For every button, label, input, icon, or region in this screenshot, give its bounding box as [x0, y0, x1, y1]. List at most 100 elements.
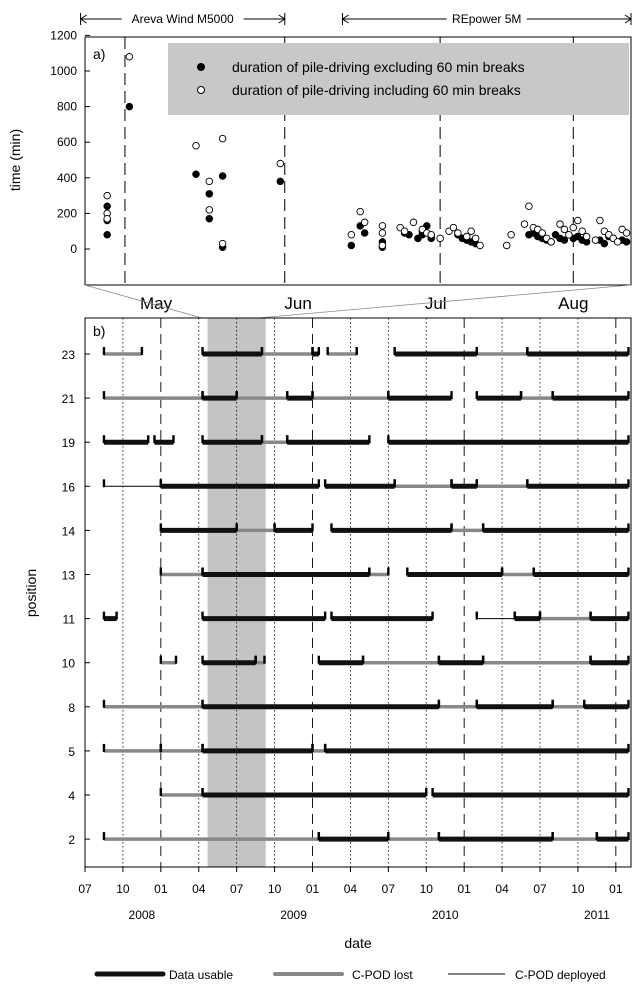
point-including-breaks	[218, 134, 227, 143]
point-including-breaks	[427, 231, 435, 239]
point-including-breaks	[103, 191, 111, 200]
point-including-breaks	[596, 216, 604, 225]
position-label: 2	[68, 833, 75, 847]
point-excluding-breaks	[622, 238, 631, 246]
point-excluding-breaks	[276, 177, 285, 186]
turbine-spans: Areva Wind M5000 REpower 5M	[79, 11, 632, 27]
span-arrow	[79, 14, 87, 24]
point-including-breaks	[613, 238, 622, 246]
point-excluding-breaks	[192, 170, 200, 178]
point-including-breaks	[125, 53, 134, 61]
point-including-breaks	[507, 231, 515, 239]
legend-usable-label: Data usable	[169, 968, 233, 982]
point-including-breaks	[218, 239, 227, 248]
point-including-breaks	[378, 229, 387, 237]
y-axis-a: 1200 1000 800 600 400 200 0	[50, 28, 90, 256]
x-month-label-b: 07	[533, 882, 547, 896]
point-including-breaks	[525, 202, 533, 211]
point-including-breaks	[538, 229, 546, 237]
point-including-breaks	[560, 225, 569, 234]
legend-a-background	[168, 43, 629, 115]
legend-open-marker	[197, 86, 205, 94]
point-including-breaks	[556, 220, 564, 228]
x-month-label-a: Jun	[284, 294, 311, 313]
x-month-label-a: May	[140, 294, 173, 313]
point-including-breaks	[520, 220, 529, 228]
point-including-breaks	[467, 227, 475, 235]
y-axis-a-title: time (min)	[7, 129, 23, 191]
x-axis-b-title: date	[344, 935, 371, 951]
point-including-breaks	[436, 234, 444, 243]
span-label: REpower 5M	[452, 12, 521, 26]
y-tick-label-a: 800	[57, 100, 77, 114]
x-month-label-b: 04	[495, 882, 509, 896]
x-month-label-a: Jul	[425, 294, 447, 313]
y-tick-label-a: 0	[70, 242, 77, 256]
position-label: 23	[62, 348, 76, 362]
position-label: 16	[62, 480, 76, 494]
point-including-breaks	[205, 177, 214, 186]
point-including-breaks	[582, 232, 591, 241]
point-excluding-breaks	[360, 229, 369, 237]
scatter-points	[103, 53, 631, 251]
legend-lost-label: C-POD lost	[352, 968, 413, 982]
point-including-breaks	[622, 229, 631, 237]
x-year-label-b: 2010	[432, 908, 459, 922]
x-month-label-b: 07	[382, 882, 396, 896]
legend-b: Data usable C-POD lost C-POD deployed	[94, 968, 606, 982]
point-including-breaks	[565, 231, 573, 239]
position-label: 13	[62, 569, 76, 583]
point-excluding-breaks	[125, 102, 134, 111]
y-tick-label-a: 400	[57, 171, 77, 185]
point-excluding-breaks	[103, 202, 111, 211]
point-excluding-breaks	[205, 214, 214, 223]
position-label: 19	[62, 436, 76, 450]
point-excluding-breaks	[560, 236, 569, 244]
point-including-breaks	[578, 227, 586, 235]
span-label-bg	[446, 11, 527, 27]
x-month-label-b: 10	[268, 882, 282, 896]
legend-filled-marker	[197, 63, 205, 71]
point-including-breaks	[356, 207, 364, 216]
x-month-label-a: Aug	[558, 294, 588, 313]
x-month-label-b: 01	[306, 882, 320, 896]
y-tick-label-a: 1000	[50, 64, 77, 78]
position-label: 5	[68, 745, 75, 759]
position-label: 10	[62, 657, 76, 671]
y-tick-label-a: 200	[57, 206, 77, 220]
point-including-breaks	[471, 234, 480, 243]
span-label-bg	[121, 11, 244, 27]
point-including-breaks	[573, 216, 582, 225]
point-including-breaks	[547, 238, 555, 246]
point-including-breaks	[476, 241, 484, 250]
position-label: 11	[63, 613, 76, 627]
y-axis-b-title: position	[23, 569, 39, 617]
legend-open-label: duration of pile-driving including 60 mi…	[232, 82, 521, 98]
x-month-label-b: 10	[116, 882, 130, 896]
point-including-breaks	[449, 223, 458, 232]
point-excluding-breaks	[347, 241, 356, 250]
quarter-gridlines	[122, 318, 617, 867]
x-year-label-b: 2011	[584, 908, 610, 922]
point-excluding-breaks	[218, 172, 227, 180]
x-axis-a-labels: May Jun Jul Aug	[140, 294, 588, 313]
panel-b-label: b)	[93, 323, 105, 339]
legend-deployed-label: C-POD deployed	[515, 968, 606, 982]
span-arrow	[341, 14, 349, 24]
span-arrow	[624, 14, 632, 24]
span-arrow	[278, 14, 286, 24]
x-month-label-b: 10	[571, 882, 585, 896]
point-including-breaks	[347, 231, 356, 239]
point-including-breaks	[569, 223, 578, 232]
x-month-label-b: 04	[344, 882, 358, 896]
span-label: Areva Wind M5000	[132, 12, 234, 26]
x-month-label-b: 01	[457, 882, 471, 896]
y-tick-label-a: 1200	[50, 28, 77, 42]
zoom-line-left	[84, 284, 203, 319]
x-axis-b: 07 10 01 04 07 10 01 04 07 10 01 04 07 10 01 2008 2009 20…	[78, 867, 623, 922]
x-month-label-b: 07	[78, 882, 92, 896]
point-including-breaks	[378, 222, 387, 230]
point-excluding-breaks	[600, 239, 609, 248]
point-including-breaks	[409, 218, 418, 227]
